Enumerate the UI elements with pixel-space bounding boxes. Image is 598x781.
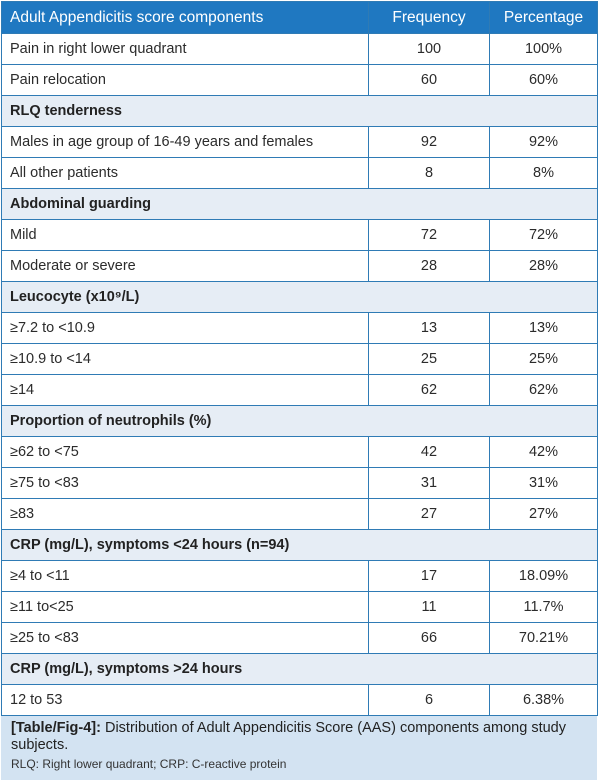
- row-percentage: 8%: [489, 157, 598, 189]
- table-row: ≥62 to <75 42 42%: [1, 436, 598, 468]
- row-frequency: 92: [368, 126, 490, 158]
- row-frequency: 17: [368, 560, 490, 592]
- header-percentage: Percentage: [489, 1, 598, 34]
- table-row: ≥25 to <83 66 70.21%: [1, 622, 598, 654]
- row-percentage: 13%: [489, 312, 598, 344]
- section-label: CRP (mg/L), symptoms >24 hours: [1, 653, 598, 685]
- section-row: Abdominal guarding: [1, 188, 598, 220]
- header-frequency: Frequency: [368, 1, 490, 34]
- row-label: ≥62 to <75: [1, 436, 369, 468]
- row-percentage: 42%: [489, 436, 598, 468]
- table-row: ≥4 to <11 17 18.09%: [1, 560, 598, 592]
- row-label: Moderate or severe: [1, 250, 369, 282]
- table-caption: [Table/Fig-4]: Distribution of Adult App…: [1, 715, 597, 780]
- section-row: RLQ tenderness: [1, 95, 598, 127]
- table-body: Pain in right lower quadrant 100 100% Pain …: [1, 33, 598, 716]
- row-label: ≥83: [1, 498, 369, 530]
- row-label: All other patients: [1, 157, 369, 189]
- row-percentage: 27%: [489, 498, 598, 530]
- row-percentage: 92%: [489, 126, 598, 158]
- row-percentage: 11.7%: [489, 591, 598, 623]
- table-row: Pain in right lower quadrant 100 100%: [1, 33, 598, 65]
- row-label: ≥4 to <11: [1, 560, 369, 592]
- row-frequency: 13: [368, 312, 490, 344]
- row-percentage: 31%: [489, 467, 598, 499]
- row-frequency: 8: [368, 157, 490, 189]
- row-percentage: 18.09%: [489, 560, 598, 592]
- row-percentage: 28%: [489, 250, 598, 282]
- row-frequency: 31: [368, 467, 490, 499]
- row-percentage: 100%: [489, 33, 598, 65]
- section-row: Proportion of neutrophils (%): [1, 405, 598, 437]
- table-row: Pain relocation 60 60%: [1, 64, 598, 96]
- caption-note: RLQ: Right lower quadrant; CRP: C-reacti…: [11, 757, 287, 771]
- table-row: Males in age group of 16-49 years and fe…: [1, 126, 598, 158]
- row-frequency: 72: [368, 219, 490, 251]
- table-row: ≥11 to<25 11 11.7%: [1, 591, 598, 623]
- table-row: ≥75 to <83 31 31%: [1, 467, 598, 499]
- table-row: 12 to 53 6 6.38%: [1, 684, 598, 716]
- caption-text: Distribution of Adult Appendicitis Score…: [11, 720, 567, 753]
- section-row: CRP (mg/L), symptoms <24 hours (n=94): [1, 529, 598, 561]
- table-row: ≥7.2 to <10.9 13 13%: [1, 312, 598, 344]
- row-label: Pain in right lower quadrant: [1, 33, 369, 65]
- row-label: ≥25 to <83: [1, 622, 369, 654]
- section-label: Leucocyte (x10⁹/L): [1, 281, 598, 313]
- row-percentage: 70.21%: [489, 622, 598, 654]
- table-row: Moderate or severe 28 28%: [1, 250, 598, 282]
- section-label: CRP (mg/L), symptoms <24 hours (n=94): [1, 529, 598, 561]
- caption-label: [Table/Fig-4]:: [11, 720, 101, 736]
- row-frequency: 27: [368, 498, 490, 530]
- row-percentage: 6.38%: [489, 684, 598, 716]
- section-label: Proportion of neutrophils (%): [1, 405, 598, 437]
- section-label: Abdominal guarding: [1, 188, 598, 220]
- table-row: ≥83 27 27%: [1, 498, 598, 530]
- row-frequency: 28: [368, 250, 490, 282]
- row-frequency: 25: [368, 343, 490, 375]
- row-frequency: 42: [368, 436, 490, 468]
- row-frequency: 60: [368, 64, 490, 96]
- section-row: Leucocyte (x10⁹/L): [1, 281, 598, 313]
- row-percentage: 72%: [489, 219, 598, 251]
- row-percentage: 62%: [489, 374, 598, 406]
- table-row: ≥10.9 to <14 25 25%: [1, 343, 598, 375]
- row-label: ≥75 to <83: [1, 467, 369, 499]
- table-row: Mild 72 72%: [1, 219, 598, 251]
- row-percentage: 60%: [489, 64, 598, 96]
- row-label: Pain relocation: [1, 64, 369, 96]
- table-header: Adult Appendicitis score components Freq…: [1, 1, 598, 34]
- row-label: ≥10.9 to <14: [1, 343, 369, 375]
- header-components: Adult Appendicitis score components: [1, 1, 369, 34]
- row-frequency: 62: [368, 374, 490, 406]
- section-row: CRP (mg/L), symptoms >24 hours: [1, 653, 598, 685]
- header-row: Adult Appendicitis score components Freq…: [1, 1, 598, 34]
- table-row: ≥14 62 62%: [1, 374, 598, 406]
- row-label: ≥14: [1, 374, 369, 406]
- row-label: Males in age group of 16-49 years and fe…: [1, 126, 369, 158]
- row-percentage: 25%: [489, 343, 598, 375]
- row-frequency: 100: [368, 33, 490, 65]
- row-frequency: 66: [368, 622, 490, 654]
- row-label: ≥7.2 to <10.9: [1, 312, 369, 344]
- caption-main: [Table/Fig-4]: Distribution of Adult App…: [11, 720, 587, 754]
- section-label: RLQ tenderness: [1, 95, 598, 127]
- row-label: Mild: [1, 219, 369, 251]
- row-frequency: 11: [368, 591, 490, 623]
- row-label: ≥11 to<25: [1, 591, 369, 623]
- table-row: All other patients 8 8%: [1, 157, 598, 189]
- row-label: 12 to 53: [1, 684, 369, 716]
- aas-table: Adult Appendicitis score components Freq…: [1, 1, 598, 716]
- row-frequency: 6: [368, 684, 490, 716]
